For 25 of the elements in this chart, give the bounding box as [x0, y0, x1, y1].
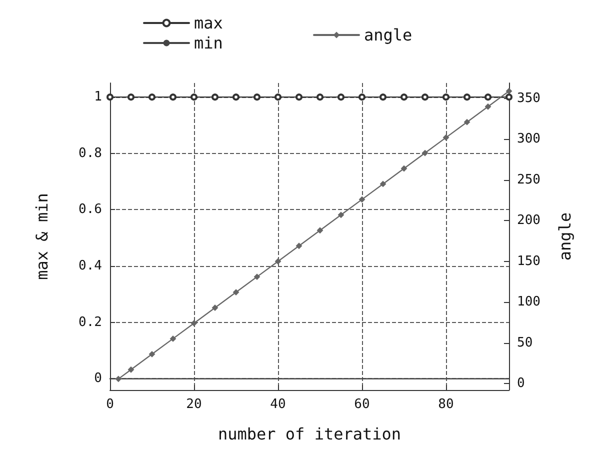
y2-tick-label: 0	[517, 376, 525, 391]
y-tick-label: 0.2	[78, 314, 102, 330]
legend-label: max	[194, 14, 224, 32]
x-tick-label: 20	[186, 397, 202, 412]
legend-label: angle	[364, 26, 412, 44]
y2-tick-label: 350	[517, 90, 540, 106]
y-tick-label: 1	[94, 90, 102, 105]
y-tick-label: 0.8	[78, 146, 102, 161]
y2-tick-label: 250	[517, 172, 540, 188]
y2-tick-label: 300	[517, 132, 540, 147]
x-tick-label: 80	[438, 397, 454, 412]
y2-tick-label: 50	[517, 335, 533, 350]
y-tick-label: 0	[94, 371, 102, 386]
x-tick-label: 40	[270, 397, 286, 412]
x-tick-label: 0	[106, 397, 114, 412]
y2-tick-label: 150	[517, 254, 540, 269]
y-axis-title: max & min	[32, 193, 52, 280]
x-axis-title: number of iteration	[218, 424, 402, 444]
y2-axis-title: angle	[556, 212, 574, 261]
legend-label: min	[194, 34, 223, 52]
y-tick-label: 0.4	[78, 258, 102, 274]
y2-tick-label: 200	[517, 213, 540, 228]
x-tick-label: 60	[354, 397, 370, 412]
y-tick-label: 0.6	[78, 202, 102, 218]
y2-tick-label: 100	[517, 294, 540, 310]
